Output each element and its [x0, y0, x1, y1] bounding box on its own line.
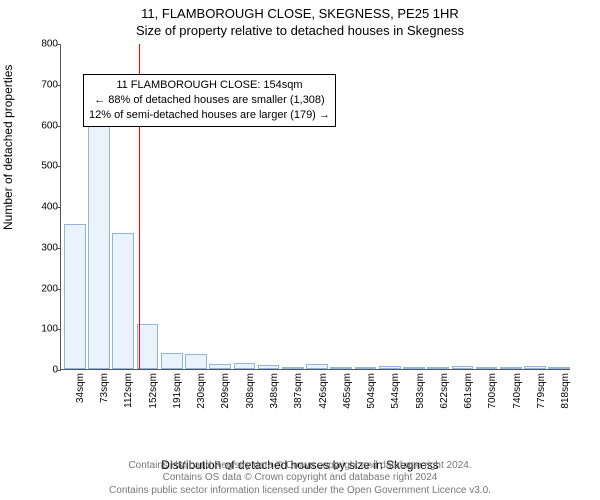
histogram-bar — [548, 367, 570, 369]
x-tick-label: 426sqm — [318, 370, 319, 371]
x-tick-label: 348sqm — [269, 370, 270, 371]
x-tick-label: 465sqm — [342, 370, 343, 371]
chart-title-address: 11, FLAMBOROUGH CLOSE, SKEGNESS, PE25 1H… — [0, 6, 600, 21]
histogram-bar — [403, 367, 425, 369]
histogram-bar — [161, 353, 183, 369]
footer-line-3: Contains public sector information licen… — [0, 485, 600, 498]
x-tick-label: 818sqm — [560, 370, 561, 371]
histogram-bar — [282, 367, 304, 369]
histogram-bar — [330, 367, 352, 369]
x-tick-label: 73sqm — [99, 370, 100, 371]
x-tick-label: 661sqm — [463, 370, 464, 371]
x-tick-label: 387sqm — [293, 370, 294, 371]
histogram-bar — [500, 367, 522, 369]
x-tick-label: 308sqm — [245, 370, 246, 371]
x-tick-label: 34sqm — [75, 370, 76, 371]
histogram-bar — [209, 364, 231, 369]
x-tick-label: 583sqm — [415, 370, 416, 371]
info-box-line: ← 88% of detached houses are smaller (1,… — [89, 93, 330, 108]
histogram-bar — [112, 233, 134, 370]
histogram-bar — [306, 364, 328, 369]
histogram-bar — [379, 366, 401, 369]
footer-attribution: Contains HM Land Registry data © Crown c… — [0, 460, 600, 498]
histogram-bar — [427, 367, 449, 369]
x-tick-label: 230sqm — [196, 370, 197, 371]
x-tick-label: 700sqm — [487, 370, 488, 371]
x-tick-label: 779sqm — [536, 370, 537, 371]
histogram-bar — [88, 120, 110, 369]
histogram-bar — [452, 366, 474, 369]
x-tick-label: 622sqm — [439, 370, 440, 371]
histogram-bar — [234, 363, 256, 369]
x-tick-label: 269sqm — [220, 370, 221, 371]
x-tick-label: 191sqm — [172, 370, 173, 371]
chart-subtitle: Size of property relative to detached ho… — [0, 23, 600, 38]
x-tick-label: 152sqm — [148, 370, 149, 371]
histogram-bar — [258, 365, 280, 369]
x-tick-label: 112sqm — [123, 370, 124, 371]
footer-line-2: Contains OS data © Crown copyright and d… — [0, 472, 600, 485]
info-box-line: 11 FLAMBOROUGH CLOSE: 154sqm — [89, 78, 330, 93]
y-axis-label: Number of detached properties — [1, 65, 15, 230]
info-box-line: 12% of semi-detached houses are larger (… — [89, 108, 330, 123]
chart-titles: 11, FLAMBOROUGH CLOSE, SKEGNESS, PE25 1H… — [0, 0, 600, 38]
histogram-bar — [524, 366, 546, 369]
histogram-bar — [355, 367, 377, 369]
x-tick-label: 544sqm — [390, 370, 391, 371]
histogram-bar — [476, 367, 498, 369]
footer-line-1: Contains HM Land Registry data © Crown c… — [0, 460, 600, 473]
info-box: 11 FLAMBOROUGH CLOSE: 154sqm← 88% of det… — [83, 74, 336, 127]
histogram-bar — [185, 354, 207, 369]
histogram-bar — [64, 224, 86, 369]
x-tick-label: 504sqm — [366, 370, 367, 371]
x-tick-label: 740sqm — [512, 370, 513, 371]
plot-region: 010020030040050060070080034sqm73sqm112sq… — [60, 44, 570, 370]
chart-area: 010020030040050060070080034sqm73sqm112sq… — [60, 44, 570, 414]
